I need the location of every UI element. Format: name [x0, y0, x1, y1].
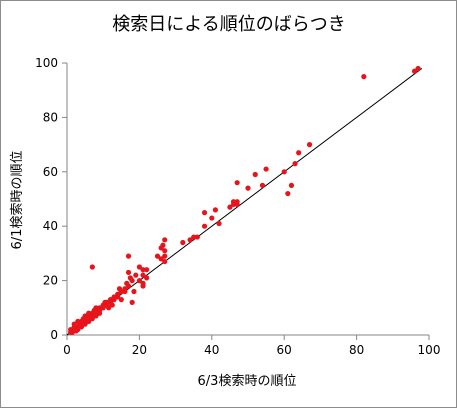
- data-point: [411, 68, 418, 74]
- data-point: [292, 161, 298, 167]
- data-point: [194, 234, 200, 240]
- data-point: [107, 297, 114, 303]
- data-point: [144, 267, 150, 273]
- data-point: [191, 234, 197, 240]
- data-point: [252, 171, 258, 178]
- data-point: [89, 264, 95, 270]
- data-point: [160, 242, 166, 248]
- data-point: [201, 210, 208, 216]
- data-point: [234, 199, 240, 205]
- data-point: [158, 256, 164, 262]
- data-point: [125, 269, 132, 276]
- data-point: [104, 299, 110, 305]
- x-tick-label: 0: [63, 343, 71, 357]
- data-point: [230, 199, 237, 205]
- data-point: [71, 321, 77, 327]
- data-point: [129, 278, 135, 284]
- y-tick-label: 20: [43, 274, 58, 288]
- data-point: [263, 166, 269, 172]
- x-tick-label: 40: [204, 343, 219, 357]
- data-point: [187, 237, 193, 243]
- data-point: [106, 305, 112, 311]
- y-tick-label: 0: [50, 328, 58, 342]
- data-point: [115, 291, 121, 297]
- data-point: [136, 278, 142, 284]
- data-point: [154, 253, 161, 259]
- data-point: [140, 267, 146, 273]
- data-point: [162, 248, 168, 254]
- x-tick-label: 80: [349, 343, 364, 357]
- data-point: [180, 239, 186, 246]
- data-point: [361, 74, 367, 80]
- data-point: [201, 223, 208, 229]
- trend-line: [66, 68, 423, 336]
- y-tick-label: 60: [43, 165, 58, 179]
- data-point: [288, 182, 295, 188]
- data-point: [162, 237, 168, 243]
- data-point: [131, 288, 137, 295]
- x-axis-title: 6/3検索時の順位: [198, 374, 297, 389]
- data-point: [234, 180, 240, 186]
- data-point: [209, 215, 215, 221]
- data-point: [415, 65, 421, 72]
- data-point: [140, 280, 146, 286]
- data-point: [281, 169, 287, 175]
- y-axis-title: 6/1検索時の順位: [10, 151, 25, 250]
- data-point: [227, 204, 233, 210]
- x-tick-label: 20: [132, 343, 147, 357]
- data-point: [133, 272, 139, 278]
- data-point: [285, 190, 291, 197]
- data-point: [162, 258, 168, 265]
- data-point: [259, 182, 266, 188]
- data-point: [111, 294, 117, 300]
- data-point: [129, 299, 135, 305]
- y-tick-label: 80: [43, 110, 58, 124]
- data-point: [216, 220, 222, 227]
- data-point: [86, 310, 92, 316]
- x-tick-label: 60: [277, 343, 292, 357]
- data-point: [122, 286, 128, 292]
- data-point: [125, 283, 132, 289]
- data-point: [109, 302, 115, 308]
- data-point: [245, 185, 251, 191]
- data-point: [96, 305, 103, 311]
- x-tick-label: 100: [418, 343, 441, 357]
- data-point: [296, 150, 302, 156]
- data-point: [118, 288, 124, 295]
- data-point: [140, 272, 146, 278]
- data-point: [162, 253, 168, 259]
- data-point: [118, 297, 124, 303]
- y-tick-label: 40: [43, 219, 58, 233]
- chart-title: 検索日による順位のばらつき: [112, 14, 345, 35]
- data-point: [144, 275, 150, 281]
- data-point: [212, 207, 219, 213]
- y-tick-label: 100: [35, 56, 58, 70]
- data-point: [136, 264, 142, 270]
- data-point: [306, 142, 313, 148]
- data-point: [125, 253, 132, 259]
- data-point: [82, 313, 88, 319]
- plot-area: 0 20 40 60 80 100 0 20 40 60 80 100: [35, 56, 440, 357]
